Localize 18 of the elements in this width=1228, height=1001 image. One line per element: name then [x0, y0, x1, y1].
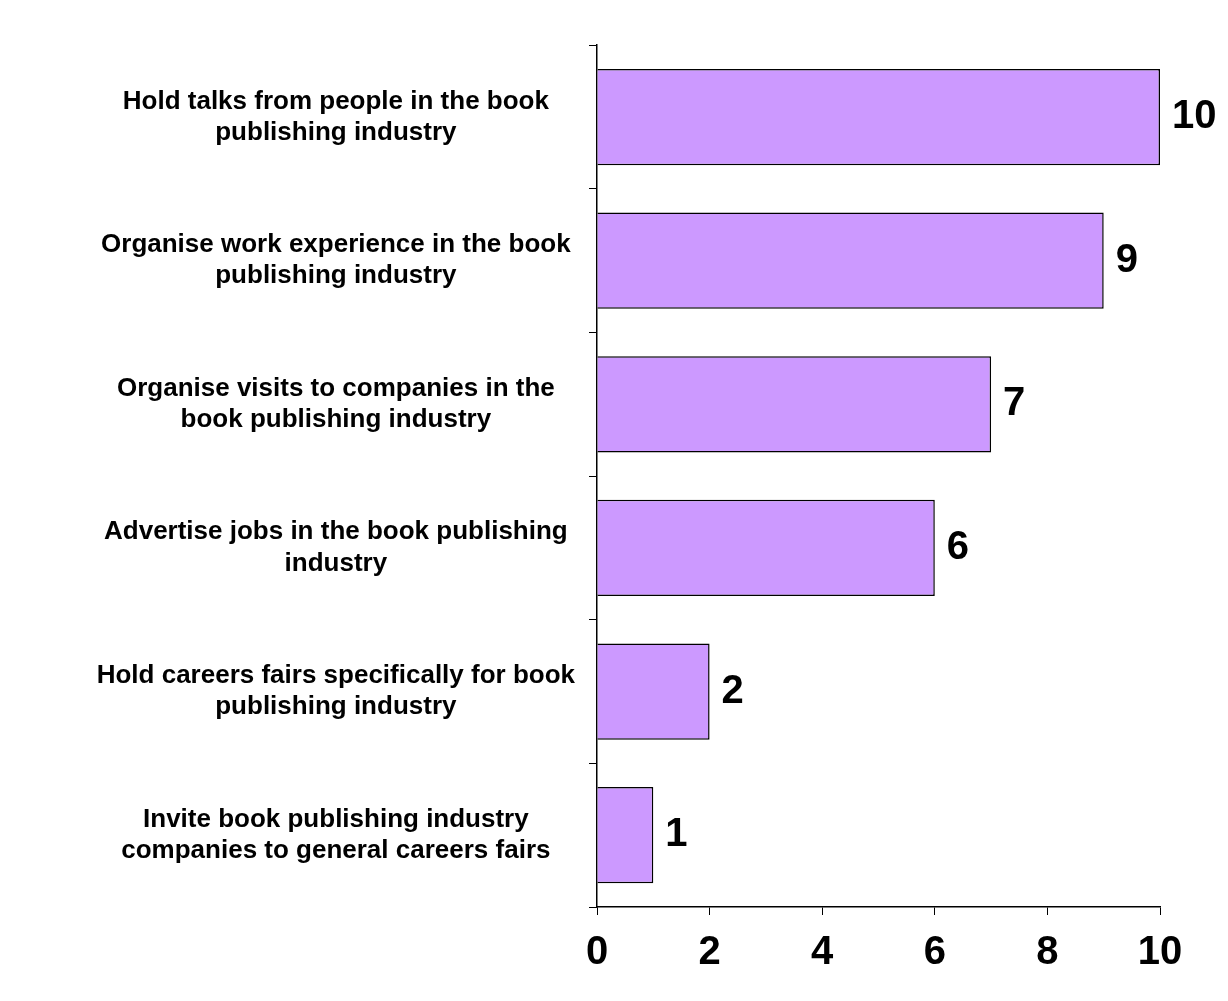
y-tick-label: Advertise jobs in the book publishing industry	[104, 515, 568, 577]
x-tick-label: 10	[1137, 928, 1183, 973]
x-tick-label: 2	[698, 928, 721, 973]
y-tick-label: Hold careers fairs specifically for book publishing industry	[96, 659, 576, 721]
x-tick-label: 6	[923, 928, 946, 973]
x-tick-label: 8	[1036, 928, 1059, 973]
data-label: 7	[1003, 379, 1026, 424]
data-label: 1	[665, 810, 688, 855]
data-label: 9	[1115, 235, 1138, 280]
x-tick-label: 4	[811, 928, 835, 973]
x-tick-label: 0	[585, 928, 609, 973]
y-tick-label: Hold talks from people in the book publishing industry	[122, 84, 550, 146]
data-label: 6	[946, 522, 970, 567]
data-label: 10	[1172, 92, 1217, 137]
y-tick-label: Organise visits to companies in the book publishing industry	[116, 371, 555, 434]
data-label: 2	[721, 666, 744, 711]
y-tick-label: Organise work experience in the book publishing industry	[101, 228, 572, 290]
y-tick-label: Invite book publishing industry companies to general careers fairs	[121, 802, 551, 864]
